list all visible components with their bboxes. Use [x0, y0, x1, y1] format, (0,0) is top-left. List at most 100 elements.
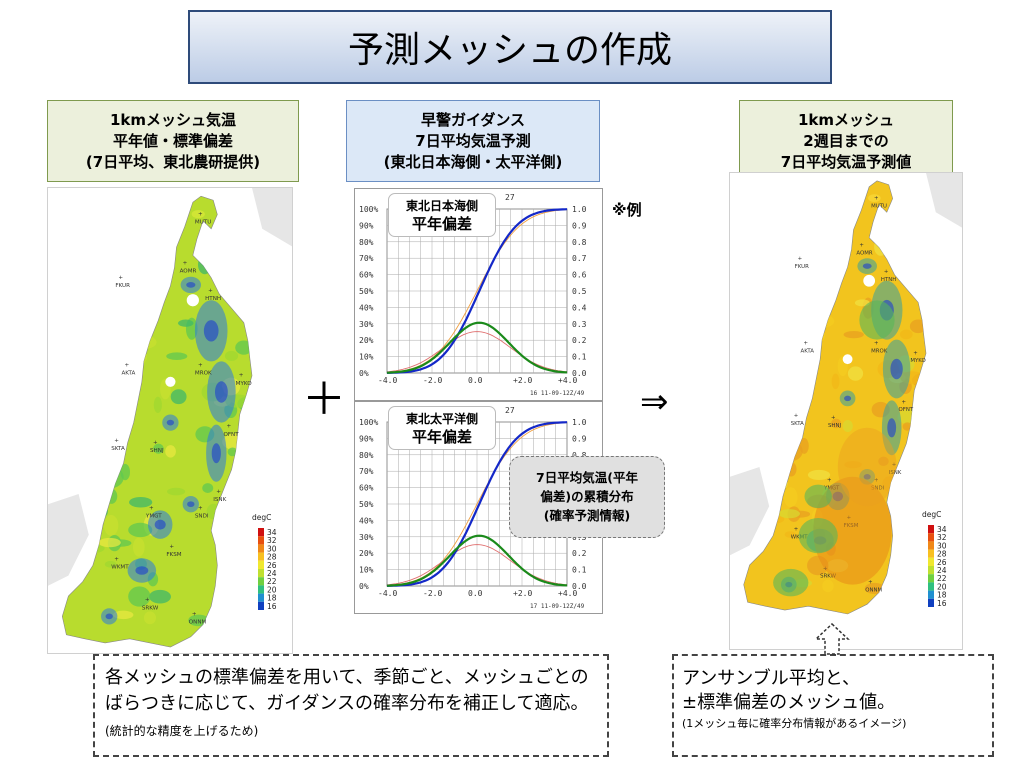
- neighbor-land: [48, 494, 89, 586]
- temperature-blotch: [115, 304, 135, 321]
- temperature-blotch: [80, 410, 97, 417]
- station-marker: +: [125, 363, 130, 369]
- y2-tick-label: 0.3: [572, 320, 587, 329]
- highland-zone: [804, 484, 832, 509]
- station-label: MROK: [871, 348, 888, 354]
- y-tick-label: 30%: [359, 533, 374, 542]
- temperature-blotch: [232, 545, 252, 556]
- y2-tick-label: 0.0: [572, 369, 587, 378]
- temperature-blotch: [918, 455, 927, 473]
- temperature-blotch: [844, 460, 862, 469]
- temperature-blotch: [807, 225, 826, 235]
- x-tick-label: 0.0: [468, 376, 483, 385]
- temperature-blotch: [791, 183, 809, 202]
- station-marker: +: [145, 597, 150, 603]
- temperature-blotch: [843, 330, 864, 339]
- temperature-blotch: [135, 233, 164, 249]
- top-chart-quantity-name: 平年偏差: [411, 215, 472, 233]
- temperature-blotch: [750, 291, 769, 306]
- station-label: SKTA: [111, 446, 125, 452]
- japan-sea-side-cdf-chart: 0% 0.0 10% 0.1 20% 0.2 30% 0.3 40% 0.4 50% 0.5 60% 0.…: [359, 193, 587, 397]
- y-tick-label: 70%: [359, 467, 374, 476]
- temperature-blotch: [743, 404, 766, 424]
- right-note-line2: ±標準偏差のメッシュ値。: [682, 692, 896, 713]
- colorbar-swatch: [258, 585, 264, 594]
- y-tick-label: 40%: [359, 303, 374, 312]
- station-label: AOMR: [180, 269, 197, 275]
- station-marker: +: [153, 440, 158, 446]
- station-marker: +: [198, 363, 203, 369]
- temperature-blotch: [878, 456, 889, 466]
- temperature-blotch: [97, 431, 113, 438]
- colorbar-tick-label: 28: [267, 553, 277, 562]
- colorbar-tick-label: 22: [267, 577, 277, 586]
- station-marker: +: [798, 256, 803, 262]
- temperature-blotch: [113, 610, 134, 620]
- right-note-line1: アンサンブル平均と、: [682, 668, 861, 689]
- temperature-blotch: [148, 589, 171, 604]
- temperature-blotch: [768, 189, 789, 197]
- colorbar-swatch: [928, 566, 934, 575]
- right-note: アンサンブル平均と、 ±標準偏差のメッシュ値。 (1メッシュ毎に確率分布情報があ…: [672, 654, 994, 757]
- temperature-blotch: [214, 519, 235, 541]
- temperature-blotch: [98, 537, 121, 548]
- highland-core: [844, 395, 852, 402]
- temperature-blotch: [69, 310, 88, 326]
- climate-pdf-line: [386, 331, 568, 373]
- temperature-blotch: [874, 237, 888, 256]
- forecast-mesh-map: +MUTU+AOMR+FKUR+HTNH+AKTA+MROK +MYKO+OFNT…: [730, 173, 970, 615]
- temperature-blotch: [795, 285, 814, 300]
- station-label: FKUR: [115, 283, 130, 289]
- x-tick-label: -2.0: [423, 589, 442, 598]
- highland-zone: [773, 568, 809, 597]
- colorbar-tick-label: 32: [937, 533, 947, 542]
- y-tick-label: 80%: [359, 238, 374, 247]
- lake: [186, 294, 199, 307]
- station-label: OFNT: [223, 432, 239, 438]
- y-tick-label: 0%: [359, 369, 369, 378]
- station-label: SHNJ: [828, 423, 841, 429]
- temperature-blotch: [831, 418, 842, 429]
- highland-core: [203, 320, 219, 342]
- temperature-blotch: [132, 537, 145, 557]
- colorbar-tick-label: 24: [937, 566, 947, 575]
- station-marker: +: [831, 415, 836, 421]
- neighbor-land: [252, 188, 297, 250]
- temperature-blotch: [87, 218, 115, 241]
- cumulative-distribution-callout: 7日平均気温(平年 偏差)の累積分布 (確率予測情報): [509, 456, 665, 538]
- station-marker: +: [216, 489, 221, 495]
- temperature-blotch: [104, 560, 117, 568]
- temperature-blotch: [152, 223, 167, 238]
- x-tick-label: +4.0: [558, 376, 577, 385]
- temperature-blotch: [131, 335, 157, 350]
- chart-date-stamp: 16 11-09-12Z/49: [530, 390, 585, 397]
- temperature-blotch: [889, 491, 909, 512]
- temperature-blotch: [757, 310, 774, 327]
- colorbar-swatch: [928, 533, 934, 542]
- highland-core: [214, 381, 228, 403]
- colorbar-swatch: [258, 544, 264, 553]
- station-marker: +: [227, 424, 232, 430]
- temperature-blotch: [832, 202, 849, 212]
- left-note-small: (統計的な精度を上げるため): [105, 724, 259, 738]
- x-tick-label: -4.0: [378, 376, 397, 385]
- x-tick-label: -4.0: [378, 589, 397, 598]
- temperature-blotch: [847, 366, 864, 381]
- station-label: AKTA: [121, 371, 135, 377]
- station-marker: +: [149, 505, 154, 511]
- station-label: ONNM: [189, 620, 207, 626]
- temperature-blotch: [761, 353, 775, 366]
- highland-core: [135, 566, 149, 575]
- y-tick-label: 20%: [359, 549, 374, 558]
- temperature-blotch: [224, 350, 239, 362]
- y2-tick-label: 0.9: [572, 221, 587, 230]
- y2-tick-label: 0.8: [572, 451, 587, 460]
- y-tick-label: 40%: [359, 516, 374, 525]
- station-marker: +: [859, 243, 864, 249]
- temperature-blotch: [224, 270, 234, 290]
- temperature-blotch: [810, 314, 835, 328]
- station-label: MUTU: [871, 203, 887, 209]
- temperature-blotch: [162, 212, 178, 225]
- station-label: WKMT: [111, 564, 129, 570]
- temperature-blotch: [111, 199, 130, 218]
